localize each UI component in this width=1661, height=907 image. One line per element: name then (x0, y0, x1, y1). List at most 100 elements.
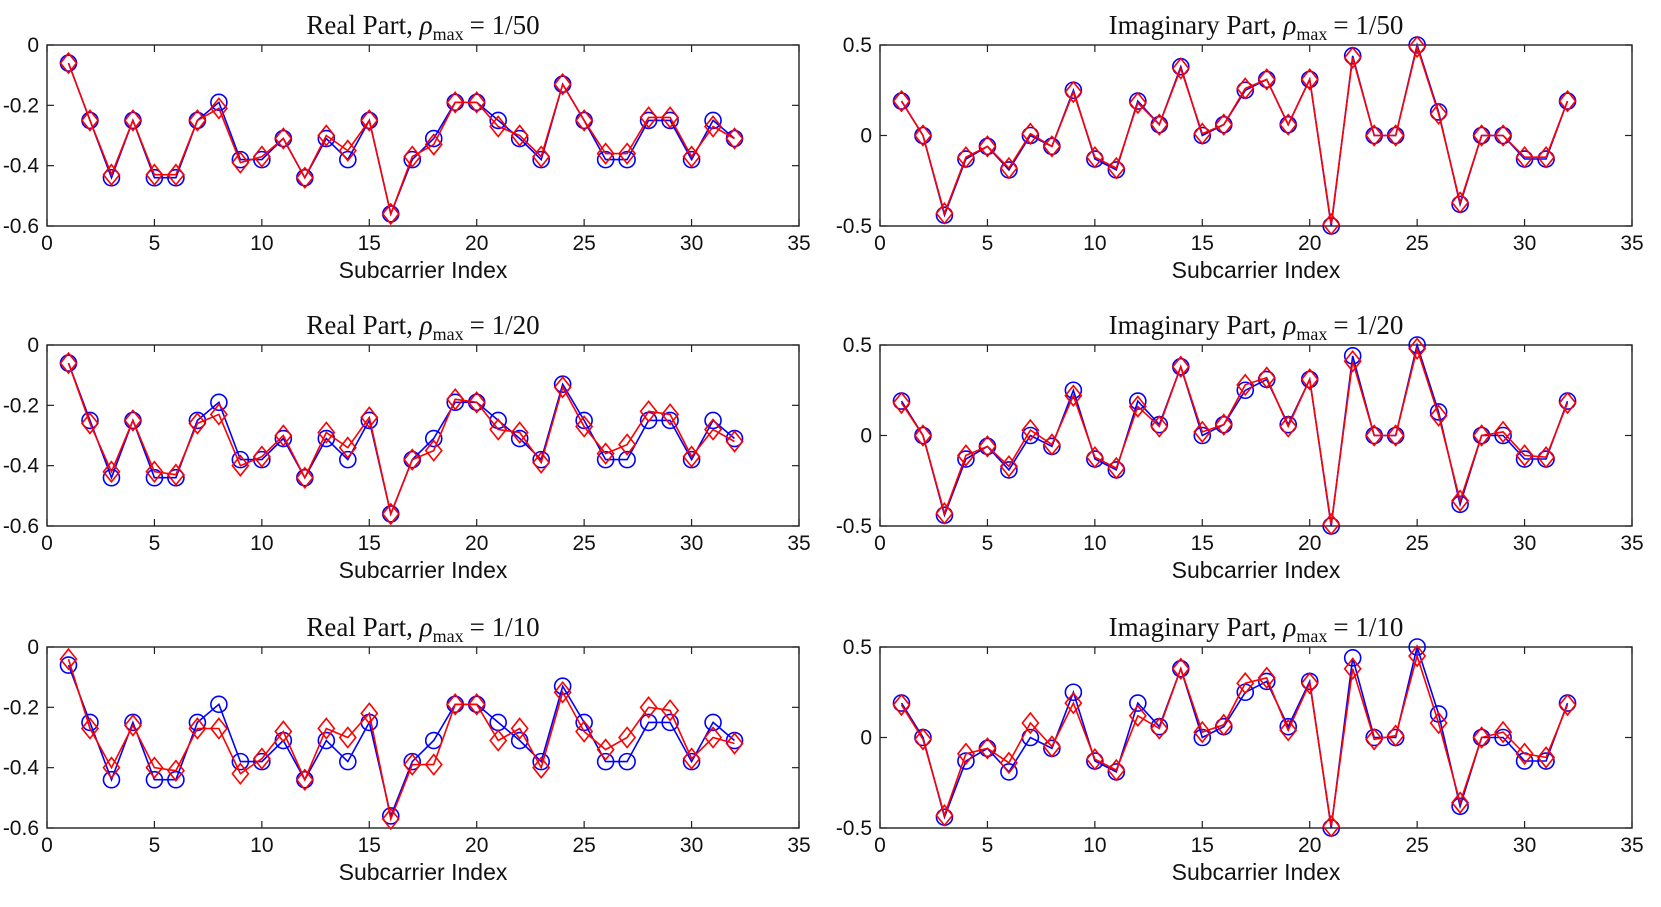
point-estimated (510, 124, 529, 147)
point-estimated (274, 720, 293, 743)
point-estimated (1257, 68, 1276, 91)
point-estimated (231, 151, 250, 174)
point-estimated (252, 747, 271, 770)
series-line-true (67, 362, 736, 517)
point-true (210, 695, 228, 714)
y-tick-label: -0.4 (3, 455, 40, 478)
point-true (1537, 752, 1555, 770)
point-estimated (381, 502, 400, 526)
title-prefix: Imaginary Part, (1109, 310, 1284, 340)
point-estimated (661, 106, 680, 129)
title-prefix: Imaginary Part, (1109, 612, 1284, 642)
x-tick-label: 0 (874, 232, 886, 255)
point-estimated (381, 202, 400, 226)
point-estimated (1386, 424, 1405, 447)
x-tick-label: 25 (572, 232, 595, 255)
point-estimated (1472, 424, 1491, 447)
point-estimated (1021, 418, 1040, 442)
x-tick-label: 35 (787, 834, 810, 857)
point-estimated (1365, 424, 1384, 447)
point-estimated (424, 439, 443, 462)
chart-panel-5: Real Part, ρmax = 1/10 0 5 10 15 20 25 30 35 -0.6 -… (3, 612, 811, 885)
point-estimated (510, 421, 529, 444)
x-tick-label: 30 (680, 834, 703, 857)
point-estimated (295, 466, 314, 490)
point-true (661, 713, 679, 732)
y-tick-label: -0.6 (3, 515, 39, 538)
point-estimated (661, 699, 680, 722)
x-tick-label: 35 (1620, 232, 1643, 255)
x-tick-label: 15 (358, 834, 381, 857)
point-estimated (360, 702, 379, 725)
point-estimated (661, 403, 680, 426)
point-estimated (1429, 102, 1448, 126)
point-true (704, 411, 722, 430)
point-estimated (1085, 145, 1104, 169)
x-axis-label: Subcarrier Index (339, 257, 508, 283)
point-estimated (1343, 350, 1362, 373)
point-true (1193, 728, 1212, 747)
series-line-estimated (67, 658, 735, 822)
title-rho: ρ (419, 10, 433, 40)
point-true (1451, 797, 1469, 816)
point-estimated (682, 445, 701, 468)
x-tick-label: 0 (41, 834, 53, 857)
y-tick-label: -0.5 (836, 515, 872, 538)
point-estimated (1429, 711, 1448, 735)
point-estimated (532, 145, 551, 168)
series-line-true (900, 42, 1569, 227)
point-estimated (446, 693, 465, 716)
x-tick-label: 15 (1191, 232, 1214, 255)
point-true (424, 429, 443, 448)
point-true (145, 770, 164, 789)
series-line-true (67, 62, 736, 217)
x-tick-label: 35 (787, 532, 810, 555)
point-estimated (1279, 718, 1298, 742)
point-estimated (145, 460, 164, 483)
point-estimated (209, 403, 228, 426)
title-rho-sub: max (433, 24, 464, 44)
point-estimated (892, 693, 911, 717)
point-estimated (1537, 145, 1556, 169)
title-rho: ρ (419, 612, 433, 642)
point-estimated (913, 728, 932, 751)
point-estimated (935, 804, 954, 827)
x-tick-label: 25 (1405, 232, 1428, 255)
point-true (532, 752, 550, 771)
point-estimated (123, 409, 142, 432)
x-tick-label: 5 (149, 232, 161, 255)
point-estimated (403, 753, 422, 776)
point-true (1558, 92, 1577, 110)
point-estimated (1085, 445, 1104, 469)
point-estimated (360, 406, 379, 429)
point-estimated (1322, 814, 1341, 838)
point-estimated (1343, 46, 1362, 69)
point-estimated (1214, 413, 1233, 436)
point-estimated (575, 720, 594, 743)
title-rho: ρ (1282, 612, 1296, 642)
title-rho-value: = 1/10 (470, 612, 540, 642)
point-estimated (1128, 395, 1147, 418)
point-estimated (102, 756, 121, 779)
point-estimated (1171, 355, 1190, 379)
point-estimated (596, 738, 615, 761)
point-estimated (978, 435, 997, 458)
y-tick-label: -0.2 (3, 696, 39, 719)
title-prefix: Real Part, (306, 310, 419, 340)
point-estimated (1408, 35, 1427, 59)
y-tick-label: -0.6 (3, 215, 39, 238)
y-tick-label: -0.5 (836, 817, 872, 840)
point-estimated (1451, 791, 1470, 814)
point-true (188, 713, 207, 732)
point-true (1129, 392, 1147, 410)
y-tick-label: 0 (860, 125, 872, 148)
point-estimated (489, 418, 508, 441)
chart-panel-1: Real Part, ρmax = 1/50 0 5 10 15 20 25 30 35 -0.6 -… (3, 10, 811, 283)
point-estimated (532, 756, 551, 779)
x-tick-label: 35 (1620, 532, 1643, 555)
point-estimated (403, 448, 422, 471)
point-estimated (1300, 68, 1319, 91)
point-estimated (317, 124, 336, 147)
point-estimated (123, 714, 142, 737)
point-estimated (999, 751, 1018, 775)
